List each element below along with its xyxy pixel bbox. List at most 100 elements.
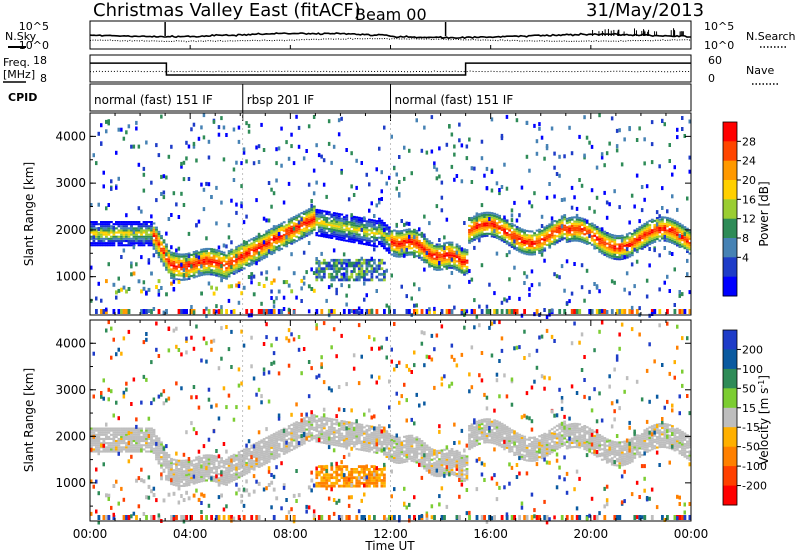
power-pixel bbox=[661, 118, 664, 123]
velocity-pixel bbox=[150, 440, 153, 443]
velocity-pixel bbox=[95, 433, 98, 436]
velocity-pixel bbox=[222, 460, 226, 463]
power-pixel bbox=[132, 237, 136, 240]
power-pixel bbox=[150, 242, 153, 245]
power-pixel bbox=[428, 246, 431, 249]
power-pixel bbox=[608, 237, 612, 240]
power-pixel bbox=[603, 234, 607, 237]
power-pixel bbox=[205, 306, 208, 311]
power-pixel bbox=[355, 239, 359, 242]
cpid-segment-label: normal (fast) 151 IF bbox=[395, 93, 514, 107]
power-pixel bbox=[342, 239, 346, 242]
power-pixel bbox=[265, 309, 269, 314]
power-pixel bbox=[383, 234, 386, 237]
power-pixel bbox=[167, 260, 171, 263]
power-pixel bbox=[245, 309, 249, 314]
power-pixel bbox=[287, 220, 291, 223]
power-pixel bbox=[222, 125, 226, 130]
velocity-pixel bbox=[100, 427, 103, 430]
power-pixel bbox=[282, 244, 286, 247]
power-pixel bbox=[400, 246, 404, 249]
power-pixel bbox=[578, 229, 582, 232]
power-pixel bbox=[102, 242, 106, 245]
power-pixel bbox=[543, 243, 547, 246]
power-pixel bbox=[638, 226, 642, 229]
power-pixel bbox=[120, 225, 123, 228]
power-pixel bbox=[255, 252, 259, 255]
power-pixel bbox=[630, 247, 634, 250]
power-pixel bbox=[120, 287, 123, 292]
velocity-pixel bbox=[137, 433, 141, 436]
velocity-pixel bbox=[177, 468, 181, 471]
power-pixel bbox=[510, 239, 514, 242]
power-pixel bbox=[608, 247, 612, 250]
velocity-pixel bbox=[272, 458, 276, 461]
velocity-pixel bbox=[110, 505, 113, 510]
power-pixel bbox=[360, 219, 364, 222]
velocity-pixel bbox=[152, 439, 156, 442]
velocity-pixel bbox=[242, 469, 246, 472]
power-pixel bbox=[365, 237, 369, 240]
power-ylabel: Slant Range [km] bbox=[22, 162, 36, 266]
velocity-pixel bbox=[187, 461, 191, 464]
power-pixel bbox=[207, 269, 211, 272]
velocity-pixel bbox=[202, 469, 206, 472]
power-pixel bbox=[180, 161, 183, 166]
power-pixel bbox=[608, 235, 612, 238]
velocity-pixel bbox=[92, 450, 96, 453]
power-pixel bbox=[640, 224, 644, 227]
velocity-pixel bbox=[257, 447, 261, 450]
power-pixel bbox=[220, 278, 223, 283]
velocity-pixel bbox=[207, 477, 211, 480]
power-pixel bbox=[125, 223, 128, 226]
power-pixel bbox=[175, 202, 178, 207]
velocity-pixel bbox=[197, 468, 201, 471]
power-pixel bbox=[92, 153, 95, 158]
power-pixel bbox=[573, 226, 577, 229]
power-pixel bbox=[495, 222, 499, 225]
power-pixel bbox=[633, 229, 637, 232]
power-pixel bbox=[563, 288, 566, 293]
power-pixel bbox=[390, 240, 394, 243]
power-pixel bbox=[390, 243, 394, 246]
power-pixel bbox=[307, 309, 311, 314]
power-pixel bbox=[383, 247, 386, 250]
power-pixel bbox=[182, 268, 186, 272]
power-pixel bbox=[137, 237, 141, 240]
power-pixel bbox=[373, 242, 376, 245]
power-pixel bbox=[205, 260, 208, 263]
velocity-pixel bbox=[220, 356, 223, 361]
power-pixel bbox=[307, 212, 311, 215]
power-pixel bbox=[282, 200, 286, 205]
power-pixel bbox=[403, 145, 406, 150]
power-pixel bbox=[403, 253, 406, 258]
cpid-segments: normal (fast) 151 IF rbsp 201 IF normal (f… bbox=[94, 84, 513, 121]
velocity-pixel bbox=[200, 501, 203, 505]
power-pixel bbox=[115, 231, 118, 234]
power-pixel bbox=[340, 264, 344, 268]
power-pixel bbox=[317, 264, 321, 268]
velocity-pixel bbox=[262, 342, 266, 346]
power-pixel bbox=[317, 215, 321, 218]
power-pixel bbox=[192, 265, 196, 268]
power-pixel bbox=[383, 243, 386, 246]
velocity-pixel bbox=[175, 461, 178, 464]
power-pixel bbox=[157, 230, 161, 233]
power-pixel bbox=[265, 245, 269, 248]
power-pixel bbox=[95, 244, 98, 247]
power-pixel bbox=[620, 251, 624, 254]
power-pixel bbox=[240, 251, 244, 254]
power-pixel bbox=[250, 263, 254, 266]
velocity-pixel bbox=[257, 457, 261, 460]
colorbar-tick-label: 28 bbox=[742, 135, 756, 148]
power-pixel bbox=[205, 266, 208, 269]
power-pixel bbox=[553, 239, 557, 242]
velocity-pixel bbox=[275, 496, 279, 501]
power-pixel bbox=[332, 229, 336, 232]
power-pixel bbox=[357, 227, 361, 230]
power-pixel bbox=[255, 198, 258, 203]
nave-label: Nave bbox=[746, 64, 774, 77]
power-pixel bbox=[378, 224, 381, 227]
power-pixel bbox=[97, 237, 101, 240]
power-pixel bbox=[653, 234, 657, 237]
